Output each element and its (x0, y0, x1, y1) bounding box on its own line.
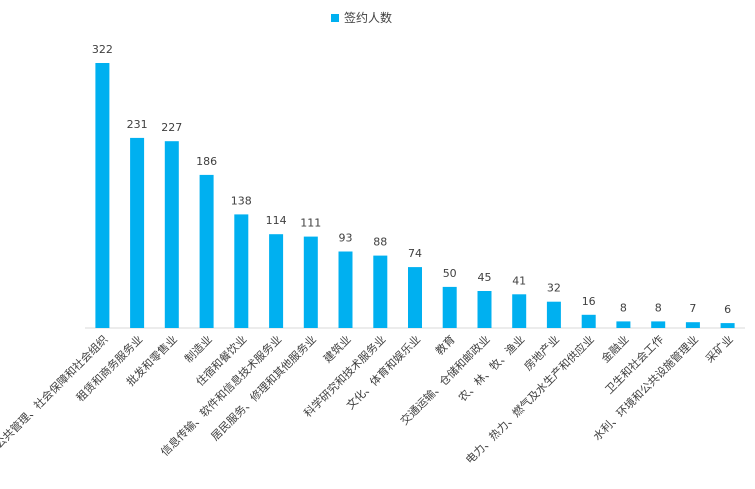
bar (512, 294, 527, 328)
x-tick-label: 卫生和社会工作 (602, 332, 666, 396)
bar (164, 141, 179, 328)
data-label: 231 (127, 118, 148, 131)
data-label: 322 (92, 43, 113, 56)
data-label: 50 (443, 267, 457, 280)
data-label: 111 (300, 217, 321, 230)
data-label: 88 (373, 236, 387, 249)
bar (95, 63, 110, 328)
bar (685, 322, 700, 328)
bar (373, 255, 388, 328)
bar (130, 137, 145, 328)
data-label: 227 (161, 121, 182, 134)
data-label: 6 (724, 303, 731, 316)
bar (199, 174, 214, 328)
data-label: 93 (339, 232, 353, 245)
data-label: 32 (547, 282, 561, 295)
x-tick-label: 建筑业 (320, 332, 353, 365)
data-label: 186 (196, 155, 217, 168)
bar (408, 267, 422, 328)
data-label: 45 (478, 271, 492, 284)
x-tick-label: 制造业 (181, 332, 214, 365)
data-label: 138 (231, 194, 252, 207)
bar (303, 236, 318, 328)
bar (234, 214, 249, 328)
x-tick-label: 教育 (432, 332, 457, 357)
data-label: 114 (266, 214, 287, 227)
data-label: 16 (582, 295, 596, 308)
data-label: 7 (689, 302, 696, 315)
x-tick-label: 采矿业 (703, 333, 736, 366)
bar (442, 286, 457, 328)
bar (477, 291, 492, 328)
data-label: 8 (655, 301, 662, 314)
bar (616, 321, 631, 328)
legend-label: 签约人数 (344, 11, 393, 25)
bar (546, 301, 561, 328)
bar (269, 234, 284, 328)
data-label: 41 (512, 274, 526, 287)
chart-legend: 签约人数 (331, 9, 392, 26)
x-tick-label: 电力、热力、燃气及水生产和供应业 (462, 332, 596, 466)
x-tick-label: 金融业 (598, 332, 631, 365)
data-label: 74 (408, 247, 422, 260)
bar (338, 251, 353, 328)
legend-swatch (331, 13, 339, 22)
bar (581, 314, 596, 328)
bar (651, 321, 666, 328)
bar (720, 323, 735, 328)
data-label: 8 (620, 301, 627, 314)
